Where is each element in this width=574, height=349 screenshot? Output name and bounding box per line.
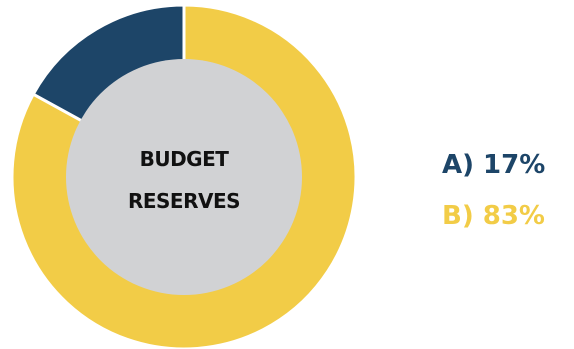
center-label-line-1: BUDGET [140, 147, 230, 171]
donut-center-disc [66, 59, 302, 295]
legend-entry-b: B) 83% [442, 201, 545, 231]
legend-entry-a: A) 17% [442, 150, 546, 180]
donut-chart: BUDGET RESERVES [10, 3, 358, 349]
center-label-line-2: RESERVES [128, 189, 240, 213]
